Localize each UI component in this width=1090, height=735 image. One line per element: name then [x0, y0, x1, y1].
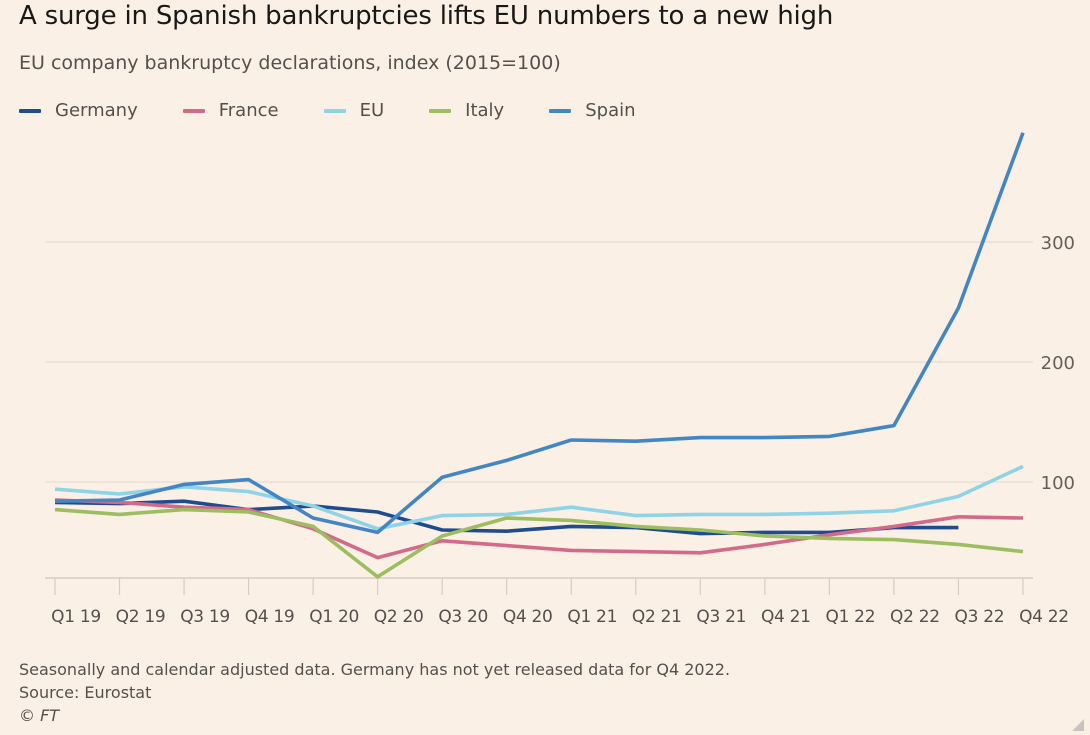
y-tick-label-100: 100 [1041, 473, 1075, 494]
legend-swatch-france [182, 109, 205, 113]
legend-label-spain: Spain [585, 100, 636, 121]
x-tick-label: Q1 22 [825, 607, 875, 627]
x-tick-label: Q4 22 [1019, 607, 1069, 627]
x-tick-label: Q1 20 [309, 607, 359, 627]
x-tick-label: Q1 21 [567, 607, 617, 627]
legend-swatch-eu [323, 109, 346, 113]
series-line-spain [54, 132, 1025, 535]
x-tick-label: Q3 19 [180, 607, 230, 627]
legend-label-france: France [218, 100, 279, 121]
x-tick-label: Q4 21 [761, 607, 811, 627]
y-axis: 100 200 300 [1041, 233, 1075, 494]
source-note: Source: Eurostat [19, 683, 152, 702]
x-tick-label: Q3 20 [438, 607, 488, 627]
x-axis: Q1 19 Q2 19 Q3 19 Q4 19 Q1 20 Q2 20 Q3 20 Q4 20… [45, 577, 1069, 627]
x-tick-label: Q2 20 [374, 607, 424, 627]
chart-title: A surge in Spanish bankruptcies lifts EU… [19, 1, 834, 31]
x-tick-label: Q1 19 [51, 607, 101, 627]
resize-grip-icon[interactable] [1072, 719, 1084, 731]
legend-label-eu: EU [359, 100, 385, 121]
series-line-france [54, 498, 1024, 560]
x-tick-label: Q2 19 [116, 607, 166, 627]
copyright: © FT [19, 706, 60, 725]
x-tick-label: Q3 21 [696, 607, 746, 627]
legend-item-germany: Germany [19, 98, 138, 124]
legend-item-eu: EU [323, 98, 385, 124]
legend-item-france: France [182, 98, 279, 124]
legend-label-germany: Germany [55, 100, 138, 121]
series-line-germany [54, 499, 959, 536]
gridlines [45, 241, 1033, 483]
series-line-italy [54, 507, 1024, 579]
y-tick-label-300: 300 [1041, 233, 1075, 254]
legend-swatch-germany [19, 109, 41, 113]
x-tick-label: Q4 19 [245, 607, 295, 627]
legend-item-spain: Spain [549, 98, 636, 124]
x-tick-label: Q3 22 [955, 607, 1005, 627]
x-tick-label: Q2 21 [632, 607, 682, 627]
series-line-eu [54, 464, 1024, 531]
legend-swatch-spain [549, 109, 572, 113]
legend-swatch-italy [429, 109, 452, 113]
legend-item-italy: Italy [429, 98, 504, 124]
series-lines [54, 132, 1025, 579]
footnote: Seasonally and calendar adjusted data. G… [19, 660, 731, 679]
y-tick-label-200: 200 [1041, 353, 1075, 374]
chart-footer: Seasonally and calendar adjusted data. G… [19, 658, 730, 727]
chart-legend: Germany France EU Italy Spain [19, 98, 681, 124]
chart-subtitle: EU company bankruptcy declarations, inde… [19, 52, 561, 74]
legend-label-italy: Italy [465, 100, 505, 121]
x-tick-label: Q2 22 [890, 607, 940, 627]
x-tick-label: Q4 20 [503, 607, 553, 627]
